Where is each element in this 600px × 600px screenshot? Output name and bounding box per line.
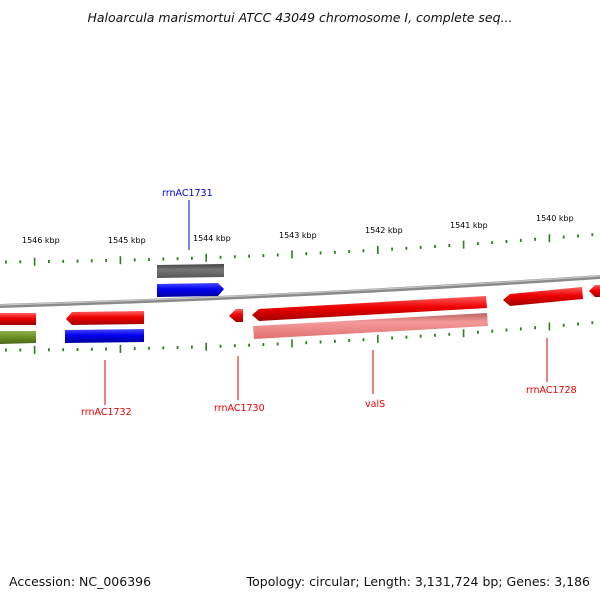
red-feature-right-edge <box>589 285 600 297</box>
kbp-label-1542: 1542 kbp <box>365 226 403 235</box>
red-feature-rrnAC1732 <box>66 311 144 325</box>
gene-label-rrnAC1731: rrnAC1731 <box>162 188 213 199</box>
red-feature-small <box>229 309 243 322</box>
red-feature-valS <box>252 296 487 321</box>
outer-tick-row <box>5 233 594 266</box>
kbp-label-1546: 1546 kbp <box>22 236 60 245</box>
gene-label-rrnAC1732: rrnAC1732 <box>81 407 132 418</box>
gene-label-rrnAC1730: rrnAC1730 <box>214 403 265 414</box>
kbp-label-1544: 1544 kbp <box>193 234 231 243</box>
olive-feature <box>0 331 36 344</box>
accession-text: Accession: NC_006396 <box>9 574 152 589</box>
red-feature-rrnAC1728 <box>503 287 583 306</box>
kbp-label-1541: 1541 kbp <box>450 221 488 230</box>
pink-feature <box>253 313 488 339</box>
topology-summary: Topology: circular; Length: 3,131,724 bp… <box>246 574 590 589</box>
gene-label-rrnAC1728: rrnAC1728 <box>526 385 577 396</box>
kbp-label-1545: 1545 kbp <box>108 236 146 245</box>
gene-label-valS: valS <box>365 399 385 410</box>
kbp-label-1540: 1540 kbp <box>536 214 574 223</box>
inner-tick-row <box>5 321 594 354</box>
kbp-label-1543: 1543 kbp <box>279 231 317 240</box>
red-feature-left-edge <box>0 313 36 325</box>
blue-forward-feature <box>157 283 224 297</box>
map-title: Haloarcula marismortui ATCC 43049 chromo… <box>87 10 513 25</box>
gray-feature <box>157 264 224 278</box>
backbone-line <box>0 275 600 308</box>
blue-inner-feature <box>65 329 144 343</box>
